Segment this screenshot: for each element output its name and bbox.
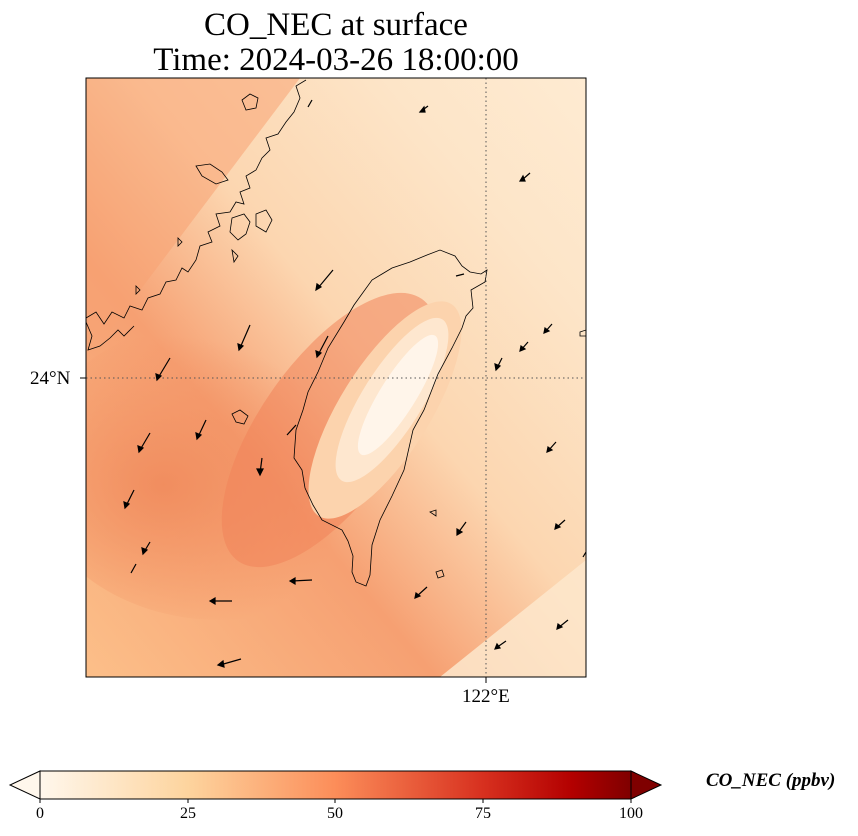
wind-arrow: [414, 586, 428, 599]
wind-vectors: [123, 99, 587, 668]
wind-arrow: [519, 341, 529, 352]
map-title: CO_NEC at surface: [204, 7, 468, 43]
wind-arrow: [418, 105, 429, 113]
wind-arrow: [130, 563, 137, 574]
wind-arrow: [518, 172, 531, 182]
wind-arrow: [155, 357, 171, 382]
colorbar-tick-75: 75: [475, 805, 491, 822]
wind-arrow: [315, 269, 334, 292]
wind-arrow: [543, 323, 553, 334]
colorbar-tick-100: 100: [619, 805, 643, 822]
wind-arrow: [556, 619, 569, 630]
colorbar-tick-25: 25: [180, 805, 196, 822]
colorbar-tick-0: 0: [36, 805, 44, 822]
colorbar: [8, 770, 663, 803]
wind-arrow: [456, 521, 467, 537]
wind-arrow: [216, 658, 242, 668]
lat-label-24n: 24°N: [30, 368, 71, 389]
wind-arrow: [237, 324, 251, 352]
wind-arrow: [286, 424, 297, 436]
wind-arrow: [307, 99, 313, 108]
wind-arrow: [554, 519, 566, 530]
wind-arrow: [288, 576, 313, 586]
wind-arrow: [208, 596, 232, 606]
gridlines: [86, 78, 586, 677]
colorbar-tick-50: 50: [327, 805, 343, 822]
wind-arrow: [494, 357, 503, 372]
colorbar-extend-min: [8, 770, 41, 800]
coastlines: [86, 79, 586, 587]
colorbar-label: CO_NEC (ppbv): [706, 770, 836, 791]
mainland-coastline: [86, 79, 307, 325]
concentration-field: [86, 78, 586, 677]
wind-arrow: [546, 441, 557, 453]
colorbar-gradient: [40, 771, 631, 799]
lon-label-122e: 122°E: [462, 686, 510, 707]
wind-arrow: [137, 432, 151, 454]
wind-arrow: [494, 640, 507, 650]
wind-arrow: [315, 335, 329, 359]
wind-arrow: [256, 457, 264, 477]
colorbar-extend-max: [630, 770, 663, 800]
wind-arrow: [455, 273, 465, 277]
wind-arrow: [123, 489, 135, 510]
map-subtitle-time: Time: 2024-03-26 18:00:00: [153, 42, 519, 78]
wind-arrow: [195, 419, 207, 441]
wind-arrow: [141, 541, 151, 556]
taiwan-coastline: [293, 249, 488, 587]
